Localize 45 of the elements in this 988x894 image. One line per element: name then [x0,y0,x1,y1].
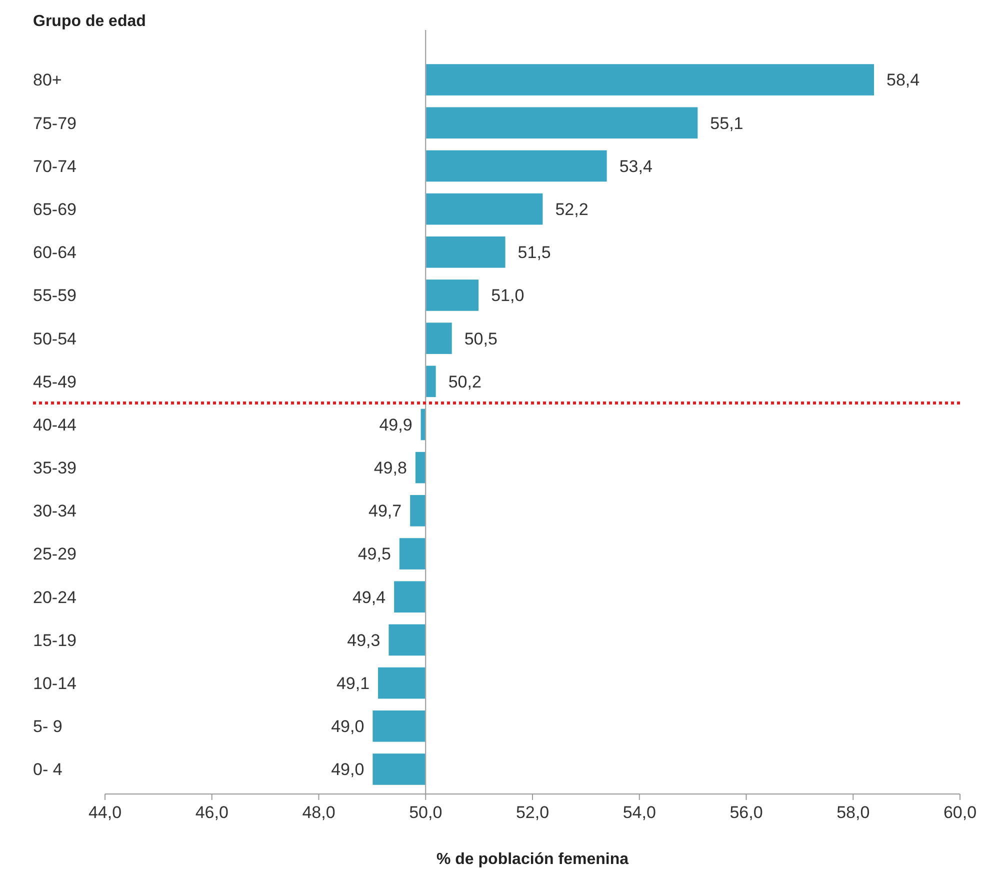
x-tick-label: 56,0 [730,803,763,822]
data-label: 58,4 [886,70,920,90]
x-tick-label: 46,0 [195,803,228,822]
x-tick-label: 50,0 [409,803,442,822]
data-label: 53,4 [619,156,652,176]
x-tick-label: 44,0 [88,803,122,822]
data-label: 50,2 [448,372,482,392]
y-axis-title: Grupo de edad [33,13,146,30]
y-tick-label: 15-19 [33,630,76,650]
data-label: 52,2 [555,200,588,219]
data-label: 49,3 [347,630,380,650]
y-tick-label: 70-74 [33,156,76,176]
y-tick-label: 40-44 [33,415,76,434]
y-tick-label: 80+ [33,70,62,90]
x-tick-label: 58,0 [836,803,870,822]
data-label: 49,0 [331,760,364,780]
data-label: 51,5 [518,243,551,262]
data-label: 50,5 [464,329,498,348]
y-tick-label: 75-79 [33,114,76,133]
data-label: 49,1 [336,674,370,693]
x-tick-label: 60,0 [943,803,977,822]
y-tick-label: 35-39 [33,458,76,478]
y-tick-label: 50-54 [33,329,76,348]
data-label: 49,0 [331,717,364,736]
data-label: 49,4 [352,588,386,607]
y-tick-label: 65-69 [33,200,76,219]
x-axis-title: % de población femenina [436,851,629,868]
data-label: 51,0 [491,286,524,306]
data-label: 49,8 [374,458,407,478]
y-tick-label: 5- 9 [33,717,62,736]
data-label: 49,9 [379,415,412,434]
y-tick-label: 60-64 [33,243,76,262]
y-tick-label: 0- 4 [33,760,62,780]
data-label: 49,5 [358,544,391,564]
y-tick-label: 25-29 [33,544,76,564]
y-tick-label: 30-34 [33,502,76,521]
x-tick-label: 48,0 [302,803,336,822]
y-tick-label: 55-59 [33,286,76,306]
y-tick-label: 10-14 [33,674,76,693]
data-label: 49,7 [368,502,402,521]
y-tick-label: 45-49 [33,372,76,392]
x-tick-label: 52,0 [516,803,550,822]
data-label: 55,1 [710,114,744,133]
x-tick-label: 54,0 [622,803,656,822]
y-tick-label: 20-24 [33,588,76,607]
